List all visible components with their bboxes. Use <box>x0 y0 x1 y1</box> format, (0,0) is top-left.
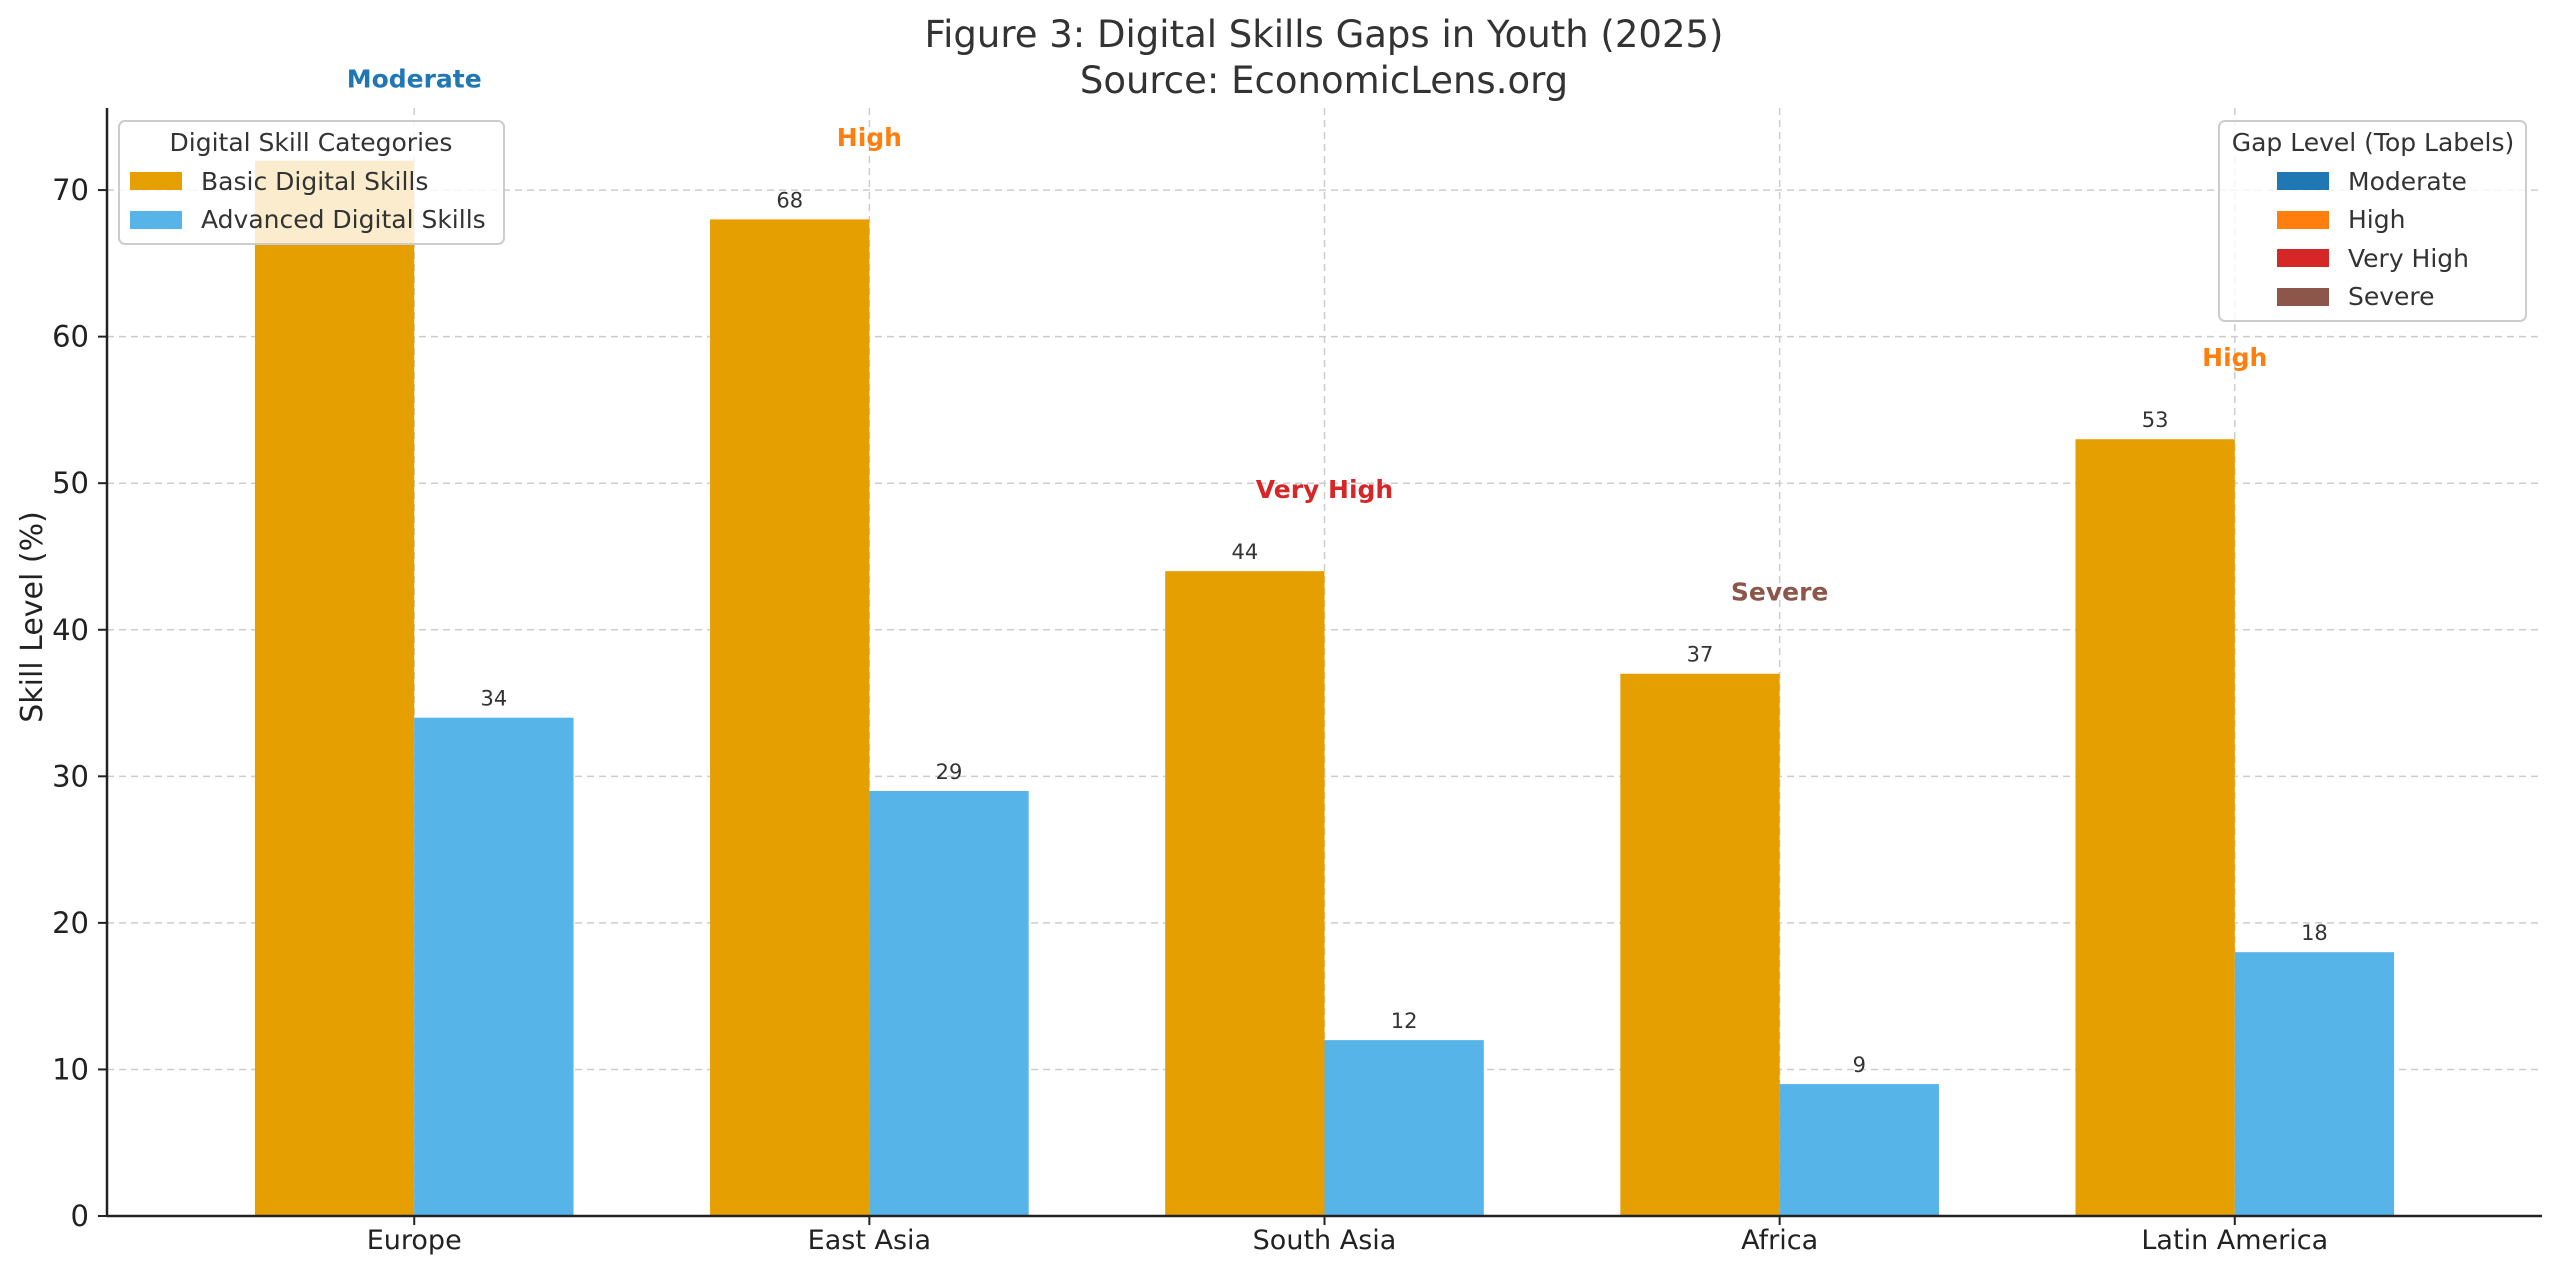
gap-label-europe: Moderate <box>347 64 482 93</box>
x-tick-label-latin-america: Latin America <box>2141 1225 2328 1256</box>
bars <box>254 160 2395 1217</box>
legend-gap-level-frame <box>2218 120 2527 322</box>
data-label-advanced-digital-skills-africa: 9 <box>1853 1053 1866 1077</box>
data-label-basic-digital-skills-latin-america: 53 <box>2142 408 2169 432</box>
bar-advanced-digital-skills-east-asia <box>869 790 1029 1216</box>
legend-label-basic: Basic Digital Skills <box>201 167 428 196</box>
legend-swatch-advanced <box>130 211 182 229</box>
x-tick-label-east-asia: East Asia <box>808 1225 931 1256</box>
bar-basic-digital-skills-europe <box>254 160 415 1216</box>
data-label-advanced-digital-skills-east-asia: 29 <box>936 760 963 784</box>
y-tick-label-0: 0 <box>71 1199 89 1233</box>
y-tick-label-50: 50 <box>52 466 89 500</box>
bar-advanced-digital-skills-africa <box>1779 1084 1939 1216</box>
legend-label-high: High <box>2348 205 2405 234</box>
legend-gap-level: Gap Level (Top Labels) Moderate High Ver… <box>2218 120 2527 322</box>
chart-subtitle: Source: EconomicLens.org <box>1080 59 1568 102</box>
bar-advanced-digital-skills-south-asia <box>1324 1040 1484 1216</box>
axes: 0 10 20 30 40 50 60 70 Europe East Asia South Asia… <box>52 108 2542 1256</box>
data-label-basic-digital-skills-east-asia: 68 <box>776 188 803 212</box>
data-labels: 68 44 37 53 34 29 12 9 18 <box>481 188 2328 1077</box>
y-tick-label-30: 30 <box>52 759 89 793</box>
y-tick-label-10: 10 <box>52 1052 89 1086</box>
y-tick-label-40: 40 <box>52 613 89 647</box>
bar-basic-digital-skills-east-asia <box>710 219 870 1217</box>
bar-advanced-digital-skills-europe <box>414 717 574 1216</box>
data-label-advanced-digital-skills-latin-america: 18 <box>2301 921 2328 945</box>
x-tick-label-south-asia: South Asia <box>1253 1225 1397 1256</box>
legend-swatch-basic <box>130 172 182 190</box>
data-label-advanced-digital-skills-europe: 34 <box>481 687 508 711</box>
chart-title: Figure 3: Digital Skills Gaps in Youth (… <box>925 13 1724 56</box>
x-tick-label-europe: Europe <box>367 1225 462 1256</box>
legend-skill-categories-frame <box>118 120 505 245</box>
data-label-basic-digital-skills-africa: 37 <box>1687 643 1714 667</box>
legend-swatch-moderate <box>2277 172 2329 190</box>
legend-swatch-very-high <box>2277 249 2329 267</box>
bar-basic-digital-skills-latin-america <box>2075 439 2235 1216</box>
gap-annotations: Moderate High Very High Severe High <box>347 64 2268 606</box>
data-label-advanced-digital-skills-south-asia: 12 <box>1391 1009 1418 1033</box>
legend-swatch-high <box>2277 211 2329 229</box>
legend-label-very-high: Very High <box>2348 244 2469 273</box>
legend-label-severe: Severe <box>2348 282 2435 311</box>
x-tick-label-africa: Africa <box>1741 1225 1818 1256</box>
bar-basic-digital-skills-africa <box>1620 673 1780 1216</box>
legend-label-advanced: Advanced Digital Skills <box>201 205 486 234</box>
legend-skill-categories: Digital Skill Categories Basic Digital S… <box>118 120 505 245</box>
legend-skill-categories-title: Digital Skill Categories <box>170 128 453 157</box>
y-tick-label-20: 20 <box>52 906 89 940</box>
gap-label-latin-america: High <box>2202 343 2267 372</box>
gap-label-africa: Severe <box>1731 577 1829 606</box>
y-tick-label-70: 70 <box>52 173 89 207</box>
gap-label-east-asia: High <box>837 123 902 152</box>
data-label-basic-digital-skills-south-asia: 44 <box>1231 540 1258 564</box>
gap-label-south-asia: Very High <box>1256 475 1393 504</box>
legend-label-moderate: Moderate <box>2348 167 2467 196</box>
y-axis-label: Skill Level (%) <box>15 511 50 723</box>
legend-swatch-severe <box>2277 288 2329 306</box>
y-tick-label-60: 60 <box>52 320 89 354</box>
bar-basic-digital-skills-south-asia <box>1165 571 1325 1216</box>
legend-gap-level-title: Gap Level (Top Labels) <box>2232 128 2515 157</box>
bar-advanced-digital-skills-latin-america <box>2234 952 2395 1216</box>
